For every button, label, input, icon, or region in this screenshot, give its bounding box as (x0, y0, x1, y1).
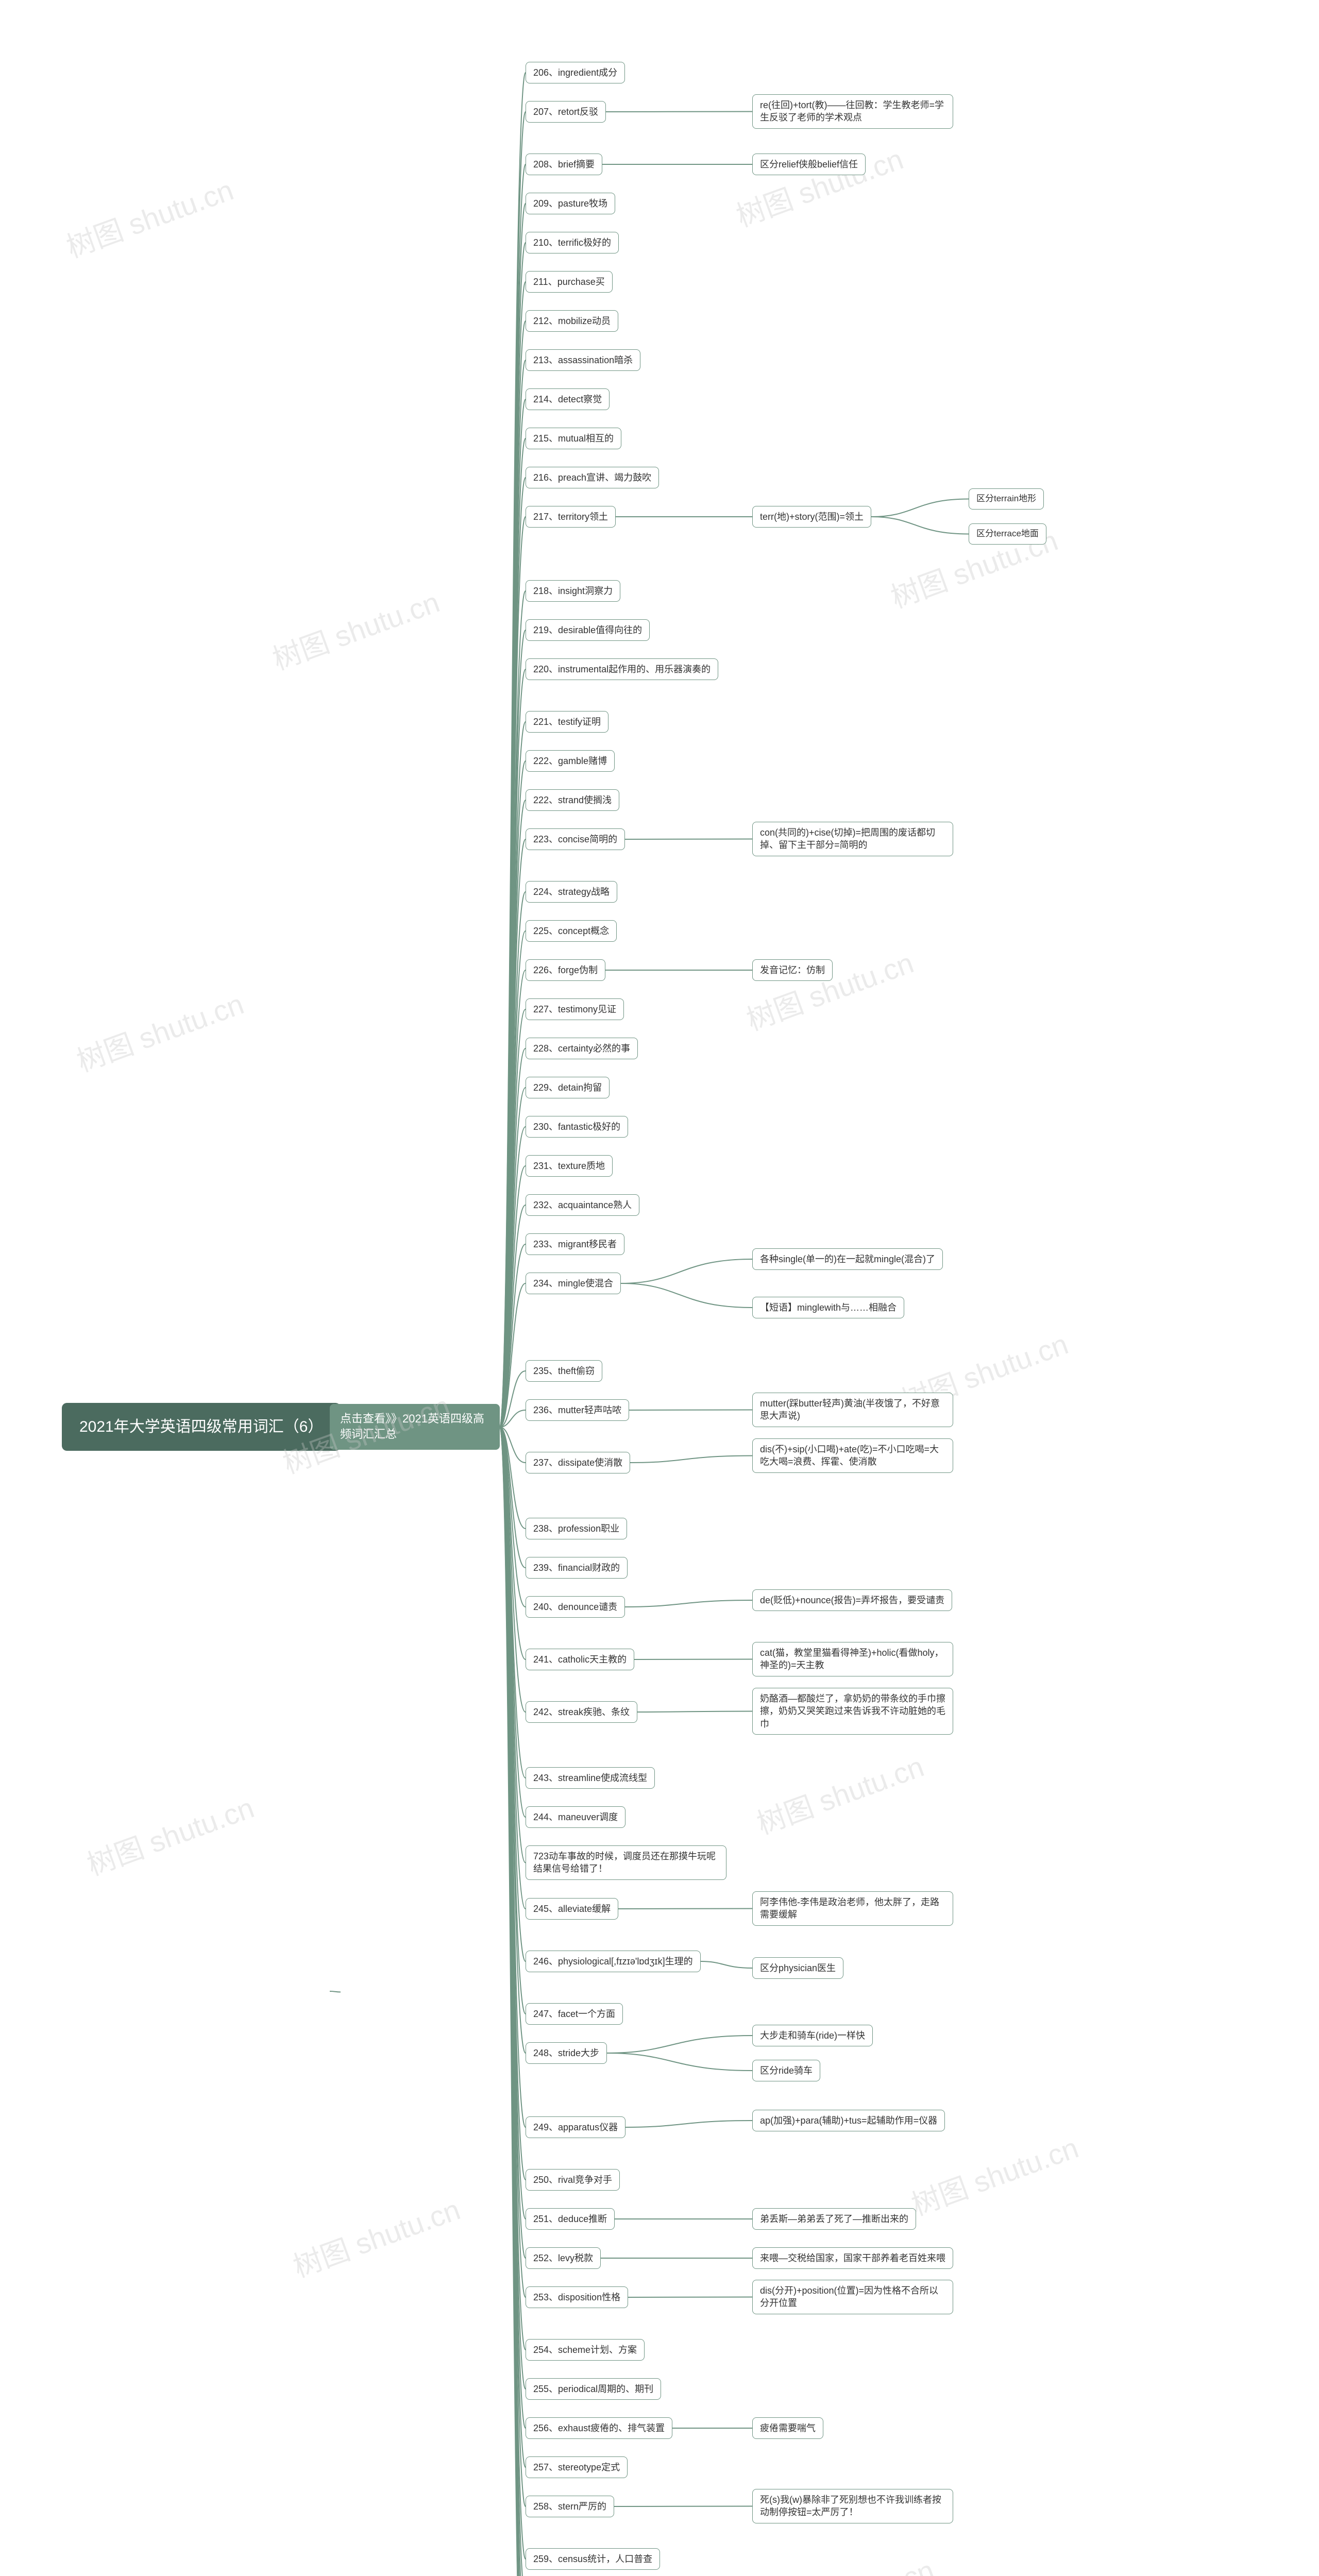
item-node: 227、testimony见证 (526, 998, 624, 1020)
mindmap-canvas: 2021年大学英语四级常用词汇（6） 点击查看》》2021英语四级高频词汇汇总 … (0, 0, 1319, 2576)
item-node: 245、alleviate缓解 (526, 1898, 618, 1920)
child-node: 弟丢斯—弟弟丢了死了—推断出来的 (752, 2208, 916, 2230)
item-node: 233、migrant移民者 (526, 1233, 624, 1255)
item-node: 228、certainty必然的事 (526, 1038, 638, 1059)
item-node: 222、strand使搁浅 (526, 789, 619, 811)
item-node: 215、mutual相互的 (526, 428, 621, 449)
watermark: 树图 shutu.cn (80, 1785, 259, 1884)
item-node: 231、texture质地 (526, 1155, 613, 1177)
item-node: 230、fantastic极好的 (526, 1116, 628, 1138)
item-node: 210、terrific极好的 (526, 232, 619, 253)
item-node: 242、streak疾驰、条纹 (526, 1701, 637, 1723)
item-node: 239、financial财政的 (526, 1557, 628, 1579)
item-node: 211、purchase买 (526, 271, 613, 293)
child-node: 死(s)我(w)暴除非了死别想也不许我训练者按动制停按钮=太严厉了！ (752, 2489, 953, 2523)
item-node: 224、strategy战略 (526, 881, 617, 903)
watermark: 树图 shutu.cn (70, 981, 249, 1080)
child-node: 区分physician医生 (752, 1957, 843, 1979)
item-node: 220、instrumental起作用的、用乐器演奏的 (526, 658, 718, 680)
child-node: cat(猫，教堂里猫看得神圣)+holic(看做holy，神圣的)=天主教 (752, 1642, 953, 1676)
item-node: 246、physiological[,fɪzɪə'lɒdʒɪk]生理的 (526, 1951, 701, 1972)
item-node: 214、detect察觉 (526, 388, 610, 410)
item-node: 209、pasture牧场 (526, 193, 615, 214)
item-node: 723动车事故的时候，调度员还在那摸牛玩呢结果信号给错了！ (526, 1845, 726, 1880)
item-node: 248、stride大步 (526, 2042, 607, 2064)
item-node: 253、disposition性格 (526, 2286, 628, 2308)
child-node: 区分terrain地形 (969, 488, 1044, 510)
item-node: 235、theft偷窃 (526, 1360, 602, 1382)
item-node: 247、facet一个方面 (526, 2003, 623, 2025)
item-node: 216、preach宣讲、竭力鼓吹 (526, 467, 659, 488)
item-node: 252、levy税款 (526, 2247, 601, 2269)
child-node: 区分ride骑车 (752, 2060, 820, 2081)
item-node: 218、insight洞察力 (526, 580, 620, 602)
item-node: 249、apparatus仪器 (526, 2116, 625, 2138)
child-node: dis(分开)+position(位置)=因为性格不合所以分开位置 (752, 2280, 953, 2314)
item-node: 257、stereotype定式 (526, 2456, 628, 2478)
watermark: 树图 shutu.cn (266, 579, 445, 678)
item-node: 212、mobilize动员 (526, 310, 618, 332)
item-node: 259、census统计，人口普查 (526, 2548, 660, 2570)
watermark: 树图 shutu.cn (60, 167, 239, 266)
root-node: 2021年大学英语四级常用词汇（6） (62, 1403, 341, 1451)
watermark: 树图 shutu.cn (286, 2187, 465, 2285)
item-node: 250、rival竞争对手 (526, 2169, 620, 2191)
item-node: 206、ingredient成分 (526, 62, 625, 83)
item-node: 217、territory领土 (526, 506, 616, 528)
child-node: 阿李伟他-李伟是政治老师，他太胖了，走路需要缓解 (752, 1891, 953, 1926)
child-node: terr(地)+story(范围)=领土 (752, 506, 871, 528)
child-node: de(贬低)+nounce(报告)=弄坏报告，要受谴责 (752, 1589, 952, 1611)
child-node: 区分terrace地面 (969, 523, 1046, 545)
item-node: 221、testify证明 (526, 711, 608, 733)
item-node: 222、gamble赌博 (526, 750, 615, 772)
child-node: ap(加强)+para(辅助)+tus=起辅助作用=仪器 (752, 2110, 945, 2131)
child-node: 发音记忆：仿制 (752, 959, 833, 981)
child-node: 奶酪酒—都酸烂了，拿奶奶的带条纹的手巾擦擦，奶奶又哭笑跑过来告诉我不许动脏她的毛… (752, 1688, 953, 1735)
watermark: 树图 shutu.cn (760, 2547, 939, 2576)
item-node: 241、catholic天主教的 (526, 1649, 634, 1670)
watermark: 树图 shutu.cn (730, 136, 908, 235)
child-node: 来喂—交税给国家，国家干部养着老百姓来喂 (752, 2247, 953, 2269)
child-node: dis(不)+sip(小口喝)+ate(吃)=不小口吃喝=大吃大喝=浪费、挥霍、… (752, 1438, 953, 1473)
child-node: 区分relief侠般belief信任 (752, 154, 866, 175)
item-node: 225、concept概念 (526, 920, 617, 942)
child-node: re(往回)+tort(教)——往回教：学生教老师=学生反驳了老师的学术观点 (752, 94, 953, 129)
item-node: 208、brief摘要 (526, 154, 602, 175)
item-node: 258、stern严厉的 (526, 2496, 614, 2517)
item-node: 244、maneuver调度 (526, 1806, 625, 1828)
item-node: 213、assassination暗杀 (526, 349, 640, 371)
item-node: 237、dissipate使消散 (526, 1452, 630, 1473)
item-node: 238、profession职业 (526, 1518, 627, 1539)
item-node: 254、scheme计划、方案 (526, 2339, 645, 2361)
item-node: 234、mingle使混合 (526, 1273, 621, 1294)
edge-layer (0, 0, 1319, 2576)
child-node: 疲倦需要喘气 (752, 2417, 823, 2439)
item-node: 229、detain拘留 (526, 1077, 610, 1098)
item-node: 255、periodical周期的、期刊 (526, 2378, 661, 2400)
child-node: 大步走和骑车(ride)一样快 (752, 2025, 873, 2046)
child-node: 【短语】minglewith与……相融合 (752, 1297, 904, 1318)
level1-node[interactable]: 点击查看》》2021英语四级高频词汇汇总 (330, 1404, 500, 1450)
item-node: 232、acquaintance熟人 (526, 1194, 639, 1216)
item-node: 240、denounce谴责 (526, 1596, 625, 1618)
watermark: 树图 shutu.cn (740, 940, 919, 1039)
item-node: 251、deduce推断 (526, 2208, 615, 2230)
item-node: 256、exhaust疲倦的、排气装置 (526, 2417, 672, 2439)
watermark: 树图 shutu.cn (750, 1743, 929, 1842)
item-node: 226、forge伪制 (526, 959, 605, 981)
item-node: 219、desirable值得向往的 (526, 619, 650, 641)
item-node: 223、concise简明的 (526, 828, 625, 850)
item-node: 236、mutter轻声咕哝 (526, 1399, 629, 1421)
item-node: 243、streamline使成流线型 (526, 1767, 655, 1789)
child-node: con(共同的)+cise(切掉)=把周围的废话都切掉、留下主干部分=简明的 (752, 822, 953, 856)
child-node: mutter(踩butter轻声)黄油(半夜饿了，不好意思大声说) (752, 1393, 953, 1427)
child-node: 各种single(单一的)在一起就mingle(混合)了 (752, 1248, 943, 1270)
watermark: 树图 shutu.cn (905, 2125, 1084, 2224)
item-node: 207、retort反驳 (526, 101, 606, 123)
